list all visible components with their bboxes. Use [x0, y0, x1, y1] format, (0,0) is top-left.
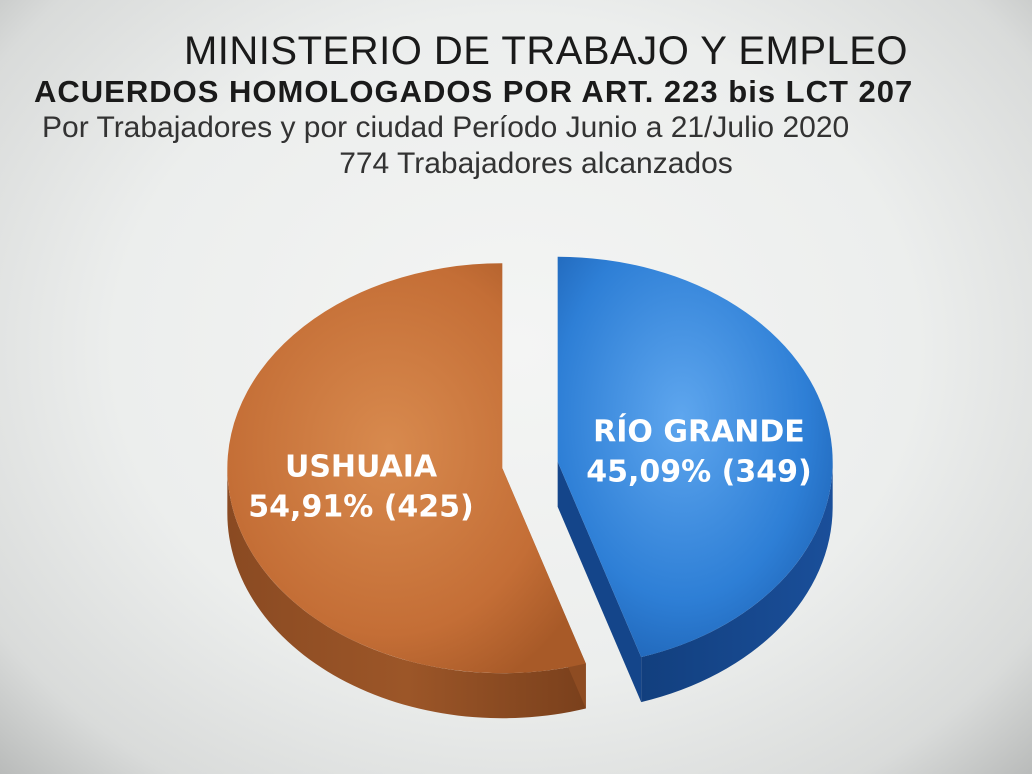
slice-ushuaia: USHUAIA 54,91% (425) — [227, 263, 586, 719]
slice-label-ushuaia-value: 54,91% (425) — [248, 489, 473, 524]
slice-rio-grande-side — [641, 461, 833, 703]
chart-subtitle: ACUERDOS HOMOLOGADOS POR ART. 223 bis LC… — [34, 74, 914, 109]
chart-titles: MINISTERIO DE TRABAJO Y EMPLEO ACUERDOS … — [0, 28, 1032, 182]
slice-rio-grande-cut — [557, 461, 642, 703]
slice-label-rio-grande-value: 45,09% (349) — [586, 455, 811, 490]
slice-ushuaia-side — [227, 468, 586, 719]
chart-title: MINISTERIO DE TRABAJO Y EMPLEO — [183, 29, 909, 73]
slice-label-rio-grande-name: RÍO GRANDE — [593, 414, 805, 450]
slice-label-ushuaia-name: USHUAIA — [285, 449, 438, 484]
slice-rio-grande-top — [557, 256, 833, 658]
chart-period: Por Trabajadores y por ciudad Período Ju… — [42, 111, 850, 144]
slice-rio-grande: RÍO GRANDE 45,09% (349) — [557, 256, 833, 703]
slice-ushuaia-top — [227, 263, 586, 674]
chart-total: 774 Trabajadores alcanzados — [339, 147, 733, 180]
